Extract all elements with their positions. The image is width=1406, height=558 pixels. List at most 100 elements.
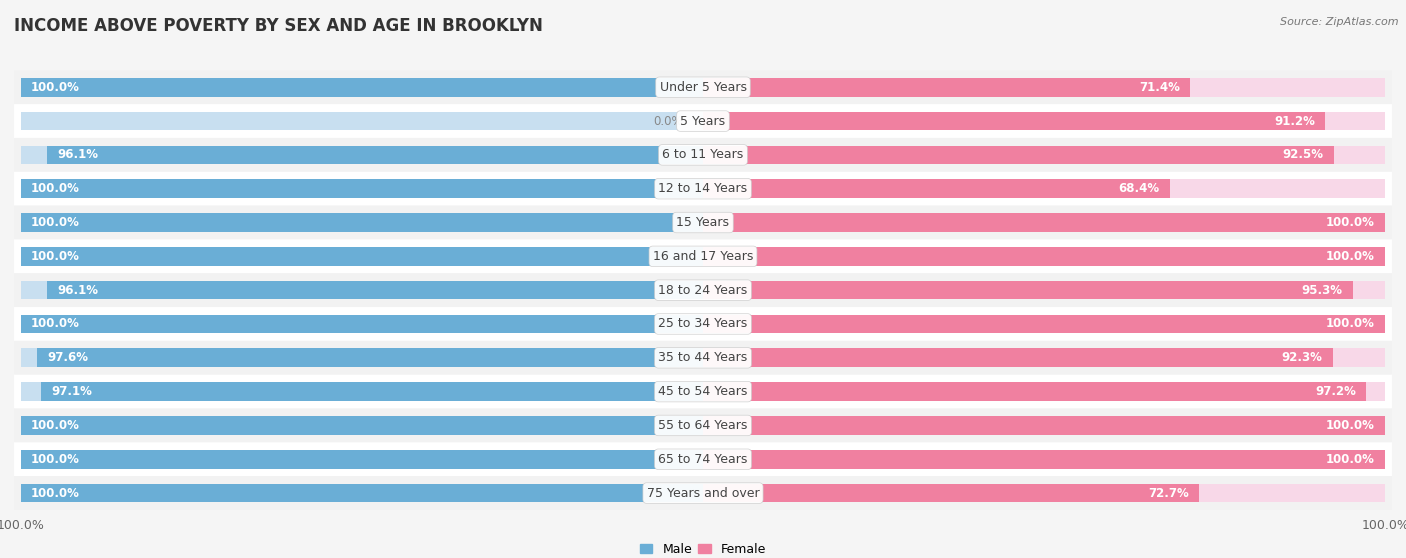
Bar	[703, 450, 1385, 469]
Bar	[21, 484, 703, 502]
Bar	[21, 450, 703, 469]
Text: 55 to 64 Years: 55 to 64 Years	[658, 419, 748, 432]
Bar	[703, 382, 1367, 401]
Text: 12 to 14 Years: 12 to 14 Years	[658, 182, 748, 195]
Text: 45 to 54 Years: 45 to 54 Years	[658, 385, 748, 398]
Bar	[703, 315, 1385, 333]
Bar	[703, 349, 1385, 367]
Bar	[21, 315, 703, 333]
Bar	[21, 416, 703, 435]
Text: 100.0%: 100.0%	[31, 182, 80, 195]
Bar	[21, 180, 703, 198]
Text: 18 to 24 Years: 18 to 24 Years	[658, 283, 748, 297]
Text: 97.1%: 97.1%	[51, 385, 91, 398]
Bar	[703, 416, 1385, 435]
Text: 71.4%: 71.4%	[1139, 81, 1180, 94]
Bar	[21, 450, 703, 469]
Text: 100.0%: 100.0%	[31, 487, 80, 499]
Bar	[21, 416, 703, 435]
Text: 97.2%: 97.2%	[1315, 385, 1355, 398]
Bar	[21, 484, 703, 502]
Bar	[703, 450, 1385, 469]
Text: 100.0%: 100.0%	[31, 419, 80, 432]
Text: 100.0%: 100.0%	[31, 250, 80, 263]
Bar	[37, 349, 703, 367]
Bar	[703, 180, 1170, 198]
FancyBboxPatch shape	[14, 341, 1392, 375]
Text: 92.5%: 92.5%	[1282, 148, 1323, 161]
Bar	[703, 112, 1324, 131]
Text: 100.0%: 100.0%	[1326, 216, 1375, 229]
Bar	[48, 146, 703, 164]
Text: 92.3%: 92.3%	[1281, 352, 1323, 364]
Text: 0.0%: 0.0%	[652, 114, 682, 128]
Bar	[21, 112, 703, 131]
Text: 100.0%: 100.0%	[31, 216, 80, 229]
Bar	[21, 146, 703, 164]
Text: 75 Years and over: 75 Years and over	[647, 487, 759, 499]
Bar	[703, 112, 1385, 131]
Bar	[703, 78, 1385, 97]
FancyBboxPatch shape	[14, 375, 1392, 408]
Bar	[703, 213, 1385, 232]
Bar	[21, 281, 703, 300]
FancyBboxPatch shape	[14, 273, 1392, 307]
Text: 100.0%: 100.0%	[31, 453, 80, 466]
Bar	[21, 78, 703, 97]
Bar	[21, 247, 703, 266]
Bar	[703, 382, 1385, 401]
Bar	[703, 484, 1385, 502]
Legend: Male, Female: Male, Female	[636, 538, 770, 558]
Bar	[21, 213, 703, 232]
Text: 35 to 44 Years: 35 to 44 Years	[658, 352, 748, 364]
FancyBboxPatch shape	[14, 408, 1392, 442]
FancyBboxPatch shape	[14, 307, 1392, 341]
Bar	[703, 180, 1385, 198]
Bar	[703, 281, 1353, 300]
Bar	[703, 416, 1385, 435]
Bar	[703, 146, 1334, 164]
Bar	[21, 247, 703, 266]
Text: Under 5 Years: Under 5 Years	[659, 81, 747, 94]
Bar	[703, 247, 1385, 266]
Text: 16 and 17 Years: 16 and 17 Years	[652, 250, 754, 263]
Text: 96.1%: 96.1%	[58, 148, 98, 161]
Bar	[703, 78, 1189, 97]
FancyBboxPatch shape	[14, 239, 1392, 273]
Bar	[703, 281, 1385, 300]
Text: 100.0%: 100.0%	[31, 81, 80, 94]
Text: 91.2%: 91.2%	[1274, 114, 1315, 128]
Bar	[21, 315, 703, 333]
Text: 100.0%: 100.0%	[1326, 453, 1375, 466]
Text: 72.7%: 72.7%	[1147, 487, 1188, 499]
Bar	[21, 213, 703, 232]
FancyBboxPatch shape	[14, 442, 1392, 476]
Text: 15 Years: 15 Years	[676, 216, 730, 229]
FancyBboxPatch shape	[14, 104, 1392, 138]
Text: Source: ZipAtlas.com: Source: ZipAtlas.com	[1281, 17, 1399, 27]
Text: 6 to 11 Years: 6 to 11 Years	[662, 148, 744, 161]
Bar	[703, 146, 1385, 164]
FancyBboxPatch shape	[14, 476, 1392, 510]
Text: 97.6%: 97.6%	[48, 352, 89, 364]
Bar	[21, 349, 703, 367]
Bar	[703, 213, 1385, 232]
Bar	[21, 78, 703, 97]
FancyBboxPatch shape	[14, 138, 1392, 172]
Text: 95.3%: 95.3%	[1302, 283, 1343, 297]
Text: 5 Years: 5 Years	[681, 114, 725, 128]
Bar	[21, 180, 703, 198]
FancyBboxPatch shape	[14, 172, 1392, 205]
Text: 68.4%: 68.4%	[1118, 182, 1160, 195]
Text: INCOME ABOVE POVERTY BY SEX AND AGE IN BROOKLYN: INCOME ABOVE POVERTY BY SEX AND AGE IN B…	[14, 17, 543, 35]
Text: 100.0%: 100.0%	[31, 318, 80, 330]
FancyBboxPatch shape	[14, 205, 1392, 239]
Bar	[703, 484, 1199, 502]
Text: 96.1%: 96.1%	[58, 283, 98, 297]
Text: 100.0%: 100.0%	[1326, 419, 1375, 432]
FancyBboxPatch shape	[14, 70, 1392, 104]
Bar	[48, 281, 703, 300]
Bar	[703, 247, 1385, 266]
Text: 65 to 74 Years: 65 to 74 Years	[658, 453, 748, 466]
Bar	[703, 315, 1385, 333]
